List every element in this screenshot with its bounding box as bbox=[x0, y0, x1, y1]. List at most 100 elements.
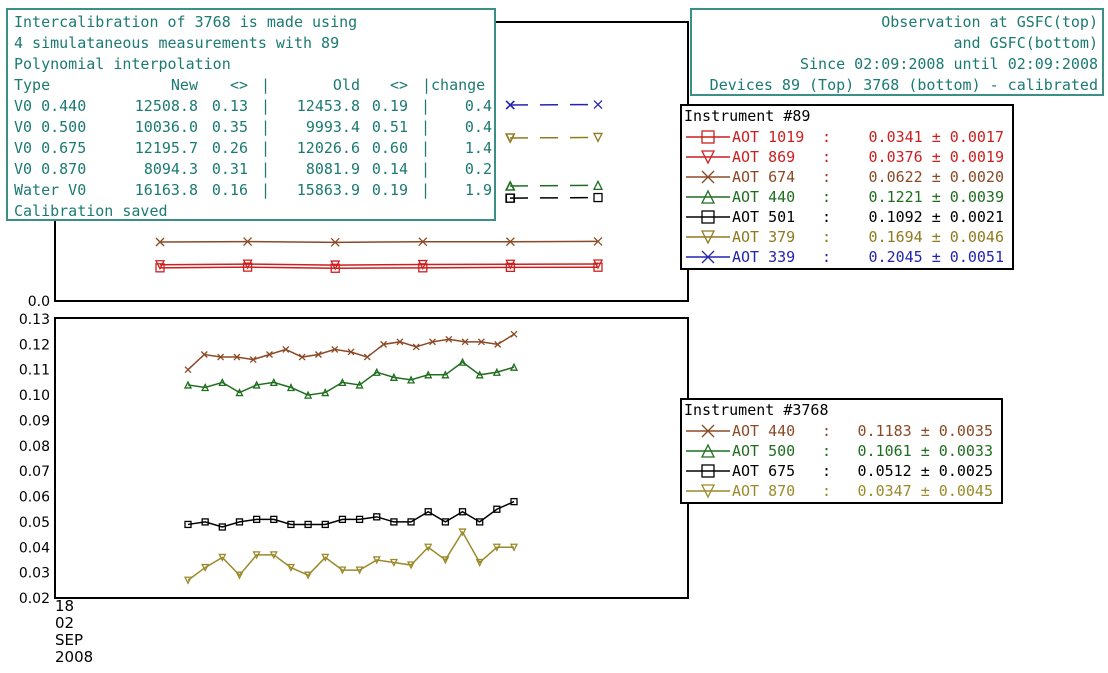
series-line bbox=[187, 361, 515, 396]
legend-entry-value: 0.1092 ± 0.0021 bbox=[868, 208, 1004, 226]
legend-swatch bbox=[686, 424, 730, 438]
bottom-series-aot-440 bbox=[184, 330, 518, 374]
data-point bbox=[424, 543, 433, 552]
cell-old: 15863.9 bbox=[296, 181, 360, 199]
top-series-aot-339 bbox=[505, 100, 603, 110]
data-point bbox=[477, 338, 485, 346]
data-point bbox=[458, 528, 467, 537]
data-point bbox=[286, 563, 295, 573]
data-point bbox=[201, 563, 210, 573]
cell-old-dev: 0.60 bbox=[371, 139, 408, 157]
data-point bbox=[510, 330, 518, 338]
data-point bbox=[183, 380, 193, 389]
cell-old: 8081.9 bbox=[305, 160, 360, 178]
observation-line-1: Observation at GSFC(top) bbox=[881, 13, 1098, 31]
legend-swatch-marker bbox=[700, 189, 716, 204]
legend-entry: AOT 870: 0.0347 ± 0.0045 bbox=[684, 481, 997, 501]
data-point bbox=[331, 345, 339, 353]
calibration-table-row: V0 0.675 12195.7 0.26 | 12026.6 0.60 | 1.4 bbox=[14, 138, 492, 159]
cell-separator: | bbox=[420, 139, 430, 157]
data-point bbox=[407, 518, 415, 526]
legend-swatch-marker bbox=[700, 443, 716, 458]
calibration-line-1: Intercalibration of 3768 is made using bbox=[14, 13, 358, 31]
data-point bbox=[593, 100, 603, 109]
legend-entry-value: 0.0512 ± 0.0025 bbox=[857, 462, 993, 480]
data-point bbox=[475, 370, 484, 379]
header-new: New bbox=[170, 76, 198, 94]
legend-entry-colon: : bbox=[822, 442, 832, 460]
bottom-plot-y-tick-label: 0.12 bbox=[19, 337, 50, 353]
data-point bbox=[389, 372, 398, 381]
data-point bbox=[321, 520, 329, 529]
top-series-aot-674 bbox=[155, 236, 603, 247]
data-point bbox=[235, 571, 244, 580]
cell-old: 12453.8 bbox=[296, 97, 360, 115]
legend-swatch bbox=[686, 464, 730, 478]
legend-entry-label: AOT 870 bbox=[732, 482, 796, 500]
legend-entry-label: AOT 339 bbox=[732, 248, 796, 266]
cell-separator: | bbox=[420, 181, 430, 199]
data-point bbox=[505, 193, 516, 203]
date-day: 02 bbox=[55, 614, 75, 632]
legend-entry-colon: : bbox=[822, 188, 832, 206]
series-line bbox=[510, 196, 599, 199]
data-point bbox=[372, 556, 381, 565]
data-point bbox=[372, 367, 381, 376]
x-axis-date-label: 18 02 SEP 2008 bbox=[55, 598, 93, 666]
data-point bbox=[390, 518, 398, 526]
legend-entry-value: 0.1221 ± 0.0039 bbox=[868, 188, 1004, 206]
bottom-plot-y-tick-label: 0.04 bbox=[19, 540, 50, 556]
bottom-plot-y-tick-label: 0.10 bbox=[19, 388, 50, 404]
header-change: |change bbox=[422, 76, 486, 94]
calibration-table-row: V0 0.440 12508.8 0.13 | 12453.8 0.19 | 0.4 bbox=[14, 96, 492, 117]
data-point bbox=[314, 351, 322, 358]
cell-type: V0 0.870 bbox=[14, 160, 87, 178]
data-point bbox=[270, 515, 278, 524]
cell-old-dev: 0.51 bbox=[371, 118, 408, 136]
cell-old-dev: 0.14 bbox=[371, 160, 408, 178]
bottom-series-aot-500 bbox=[183, 357, 519, 399]
legend-entry-label: AOT 501 bbox=[732, 208, 796, 226]
legend-entry: AOT 339: 0.2045 ± 0.0051 bbox=[684, 247, 1008, 267]
legend-title: Instrument #89 bbox=[684, 107, 811, 125]
legend-entry: AOT 1019: 0.0341 ± 0.0017 bbox=[684, 127, 1008, 147]
data-point bbox=[304, 571, 313, 580]
data-point bbox=[505, 133, 516, 144]
data-point bbox=[476, 518, 484, 526]
cell-new: 16163.8 bbox=[134, 181, 198, 199]
data-point bbox=[338, 515, 347, 524]
series-line bbox=[159, 263, 599, 266]
legend-entry-value: 0.0347 ± 0.0045 bbox=[857, 482, 993, 500]
data-point bbox=[593, 192, 603, 203]
bottom-plot-y-tick-label: 0.05 bbox=[19, 515, 50, 531]
data-point bbox=[338, 566, 347, 575]
data-point bbox=[235, 388, 244, 397]
cell-separator: | bbox=[420, 97, 430, 115]
data-point bbox=[154, 260, 166, 271]
data-point bbox=[407, 375, 416, 384]
data-point bbox=[184, 366, 192, 374]
legend-swatch-marker bbox=[701, 210, 715, 224]
legend-swatch bbox=[686, 484, 730, 499]
data-point bbox=[200, 351, 208, 358]
data-point bbox=[493, 505, 501, 513]
legend-instrument-89: Instrument #89 AOT 1019:0.0341 ± 0.0017 A… bbox=[680, 104, 1014, 270]
data-point bbox=[418, 237, 428, 247]
data-point bbox=[505, 237, 515, 247]
calibration-table-row: Water V0 16163.8 0.16 | 15863.9 0.19 | 1.9 bbox=[14, 180, 492, 201]
cell-new: 12508.8 bbox=[134, 97, 198, 115]
bottom-series-aot-870 bbox=[183, 528, 519, 585]
series-line bbox=[159, 240, 599, 244]
legend-swatch-marker bbox=[701, 424, 715, 438]
data-point bbox=[492, 367, 501, 376]
data-point bbox=[347, 348, 355, 356]
legend-entry: AOT 501: 0.1092 ± 0.0021 bbox=[684, 207, 1008, 227]
observation-line-2: and GSFC(bottom) bbox=[953, 34, 1099, 52]
data-point bbox=[373, 513, 381, 521]
legend-entry-label: AOT 675 bbox=[732, 462, 796, 480]
data-point bbox=[494, 340, 502, 348]
legend-entry: AOT 440: 0.1183 ± 0.0035 bbox=[684, 421, 997, 441]
legend-swatch bbox=[686, 130, 730, 144]
data-point bbox=[429, 338, 436, 346]
cell-change: 0.2 bbox=[464, 160, 492, 178]
